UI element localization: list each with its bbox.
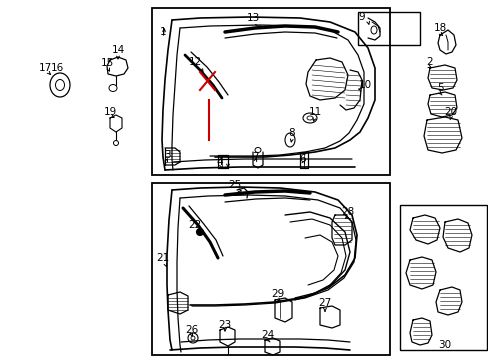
Text: 12: 12 — [188, 57, 201, 67]
Text: 5: 5 — [436, 83, 443, 93]
Text: 26: 26 — [185, 325, 198, 335]
Text: 29: 29 — [271, 289, 284, 299]
Text: 30: 30 — [438, 340, 450, 350]
Text: 13: 13 — [246, 13, 259, 23]
Text: 15: 15 — [100, 58, 113, 68]
Text: 17: 17 — [38, 63, 52, 73]
Text: 18: 18 — [432, 23, 446, 33]
Text: 1: 1 — [160, 27, 166, 37]
Text: 10: 10 — [358, 80, 371, 90]
Text: 14: 14 — [111, 45, 124, 55]
Text: 11: 11 — [308, 107, 321, 117]
Ellipse shape — [196, 229, 203, 235]
Bar — [399, 205, 486, 350]
Text: 24: 24 — [261, 330, 274, 340]
Text: 21: 21 — [156, 253, 169, 263]
Text: 28: 28 — [341, 207, 354, 217]
Text: 4: 4 — [216, 157, 223, 167]
Text: 25: 25 — [228, 180, 241, 190]
Text: 23: 23 — [218, 320, 231, 330]
Text: 8: 8 — [288, 128, 295, 138]
Text: 16: 16 — [50, 63, 63, 73]
Text: 19: 19 — [103, 107, 116, 117]
Text: 20: 20 — [444, 107, 457, 117]
Text: 7: 7 — [251, 152, 258, 162]
Text: 2: 2 — [426, 57, 432, 67]
Text: 22: 22 — [188, 220, 201, 230]
Text: 27: 27 — [318, 298, 331, 308]
Bar — [152, 183, 389, 355]
Bar — [357, 12, 419, 45]
Text: 9: 9 — [358, 12, 365, 22]
Text: 6: 6 — [299, 154, 305, 164]
Text: 3: 3 — [163, 150, 170, 160]
Bar — [152, 8, 389, 175]
